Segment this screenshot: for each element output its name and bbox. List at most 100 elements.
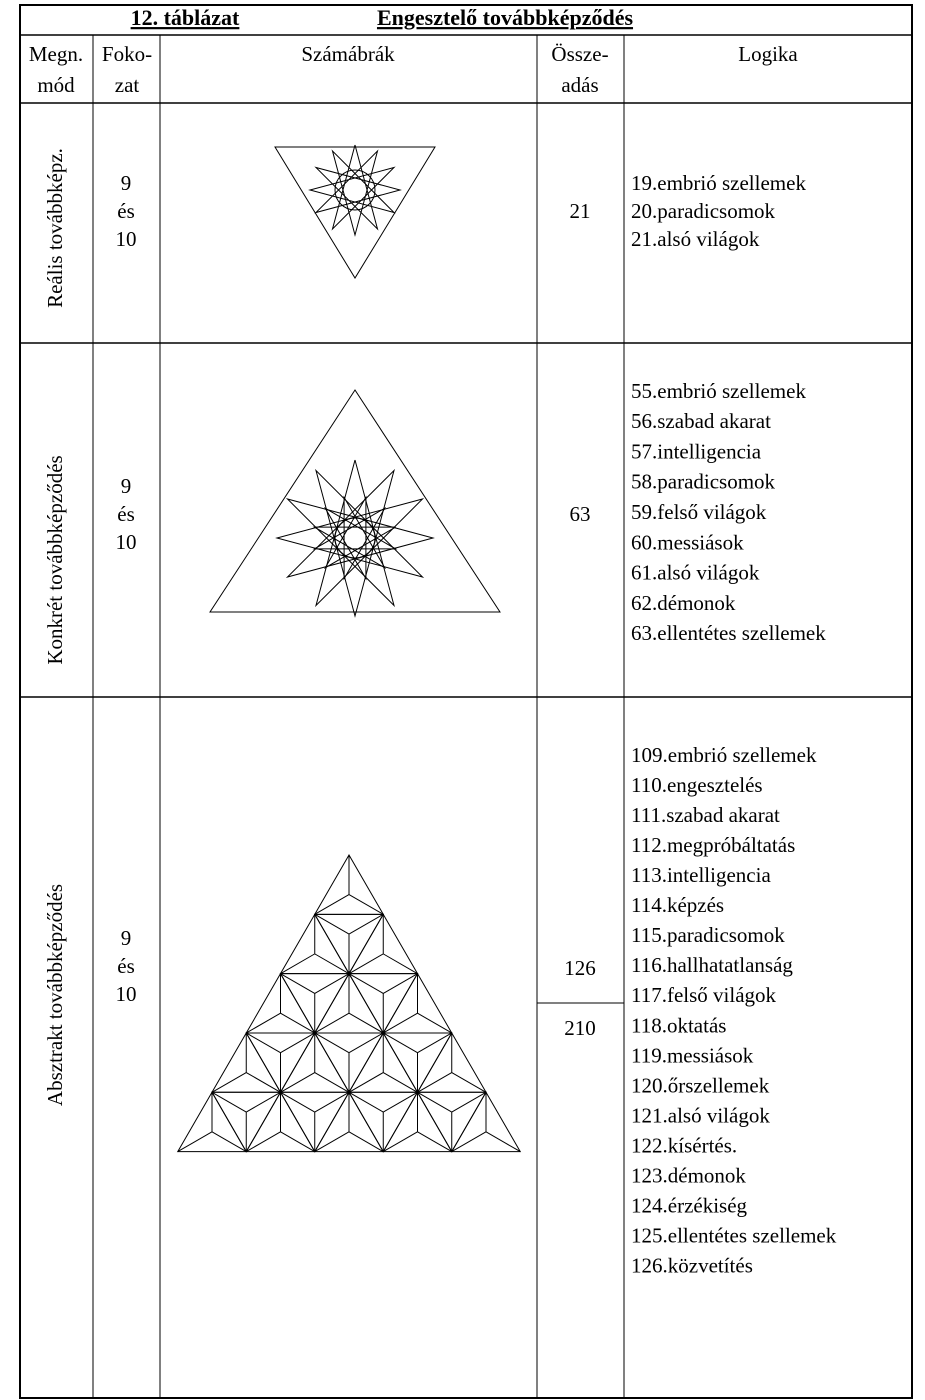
logic-item: 116.hallhatatlanság — [631, 953, 793, 977]
figure-star — [312, 495, 398, 581]
logic-item: 118.oktatás — [631, 1013, 726, 1037]
figure-spoke — [246, 1032, 281, 1054]
logic-item: 117.felső világok — [631, 983, 777, 1007]
figure-spoke — [383, 1032, 418, 1054]
logic-item: 55.embrió szellemek — [631, 379, 806, 403]
figure-star — [308, 144, 402, 237]
logic-item: 63.ellentétes szellemek — [631, 621, 826, 645]
grade: 9 — [121, 171, 132, 195]
logic-item: 123.démonok — [631, 1164, 746, 1188]
table-title: Engesztelő továbbképződés — [377, 5, 634, 30]
logic-item: 62.démonok — [631, 591, 736, 615]
figure-spoke — [314, 953, 350, 975]
logic-item: 109.embrió szellemek — [631, 743, 817, 767]
figure-spoke — [348, 894, 384, 915]
table-border — [19, 4, 913, 1399]
header-cell: Számábrák — [301, 42, 395, 66]
logic-item: 125.ellentétes szellemek — [631, 1224, 837, 1248]
figure-spoke — [245, 1072, 281, 1093]
table-number: 12. táblázat — [131, 5, 240, 30]
figure-spoke — [280, 973, 315, 994]
header-cell: mód — [37, 73, 75, 97]
figure-spoke — [417, 1012, 453, 1034]
figure-circle — [334, 169, 376, 211]
logic-item: 114.képzés — [631, 893, 724, 917]
grade: 9 — [121, 926, 132, 950]
figure-spoke — [417, 1091, 452, 1113]
figure-spoke — [246, 1091, 281, 1113]
figure-spoke — [348, 1131, 384, 1153]
logic-item: 111.szabad akarat — [631, 803, 780, 827]
figure-spoke — [348, 1012, 384, 1034]
logic-item: 121.alsó világok — [631, 1103, 770, 1127]
logic-item: 110.engesztelés — [631, 773, 763, 797]
figure-spoke — [348, 953, 384, 975]
figure-spoke — [348, 1072, 384, 1093]
figure-spoke — [314, 894, 350, 915]
figure-spoke — [382, 1072, 418, 1093]
figure-spoke — [417, 1032, 452, 1054]
figure-spoke — [451, 1131, 487, 1153]
grade: és — [117, 199, 135, 223]
figure-spoke — [383, 973, 418, 994]
figure-spoke — [246, 1131, 281, 1153]
figure-triangle — [274, 146, 436, 279]
figure-star — [275, 459, 435, 618]
header-cell: Foko- — [102, 42, 152, 66]
grade: 10 — [116, 227, 137, 251]
logic-item: 119.messiások — [631, 1043, 754, 1067]
figure-spoke — [280, 1131, 315, 1153]
figure-spoke — [280, 1012, 316, 1034]
logic-item: 61.alsó világok — [631, 561, 760, 585]
figure-spoke — [177, 1131, 213, 1153]
header-cell: Megn. — [29, 42, 83, 66]
figure-spoke — [280, 953, 316, 975]
sum: 63 — [570, 502, 591, 526]
figure-spoke — [280, 1072, 316, 1093]
figure-spoke — [211, 1131, 247, 1153]
figure-triangle — [209, 389, 501, 613]
logic-item: 59.felső világok — [631, 500, 767, 524]
figure-spoke — [280, 1032, 315, 1054]
figure-spoke — [280, 1091, 315, 1113]
logic-item: 60.messiások — [631, 530, 744, 554]
figure-spoke — [348, 913, 384, 935]
logic-item: 115.paradicsomok — [631, 923, 785, 947]
header-cell: Logika — [738, 42, 798, 66]
logic-item: 56.szabad akarat — [631, 409, 771, 433]
figure-spoke — [314, 913, 350, 935]
grade: 10 — [116, 982, 137, 1006]
method: Konkrét továbbképződés — [43, 455, 67, 664]
header-cell: Össze- — [551, 42, 608, 66]
figure-spoke — [382, 1012, 418, 1034]
sum: 21 — [570, 199, 591, 223]
logic-item: 57.intelligencia — [631, 439, 762, 463]
figure-spoke — [382, 953, 418, 975]
header-cell: zat — [115, 73, 140, 97]
logic-item: 112.megpróbáltatás — [631, 833, 795, 857]
figure-spoke — [348, 1032, 384, 1054]
grade: és — [117, 954, 135, 978]
logic-item: 21.alsó világok — [631, 227, 760, 251]
figure-spoke — [245, 1012, 281, 1034]
logic-item: 122.kísértés. — [631, 1133, 737, 1157]
figure-spoke — [314, 1032, 350, 1054]
logic-item: 124.érzékiség — [631, 1194, 748, 1218]
logic-item: 20.paradicsomok — [631, 199, 776, 223]
figure-spoke — [314, 973, 350, 994]
figure-spoke — [314, 1012, 350, 1034]
sum: 210 — [564, 1016, 596, 1040]
figure-spoke — [451, 1091, 487, 1113]
figure-spoke — [314, 1091, 350, 1113]
logic-item: 58.paradicsomok — [631, 470, 776, 494]
logic-item: 113.intelligencia — [631, 863, 771, 887]
figure-spoke — [314, 1131, 350, 1153]
figure-spoke — [348, 973, 384, 994]
figure-cell — [450, 1091, 522, 1153]
figure-spoke — [211, 1091, 247, 1113]
figure-spoke — [383, 1091, 418, 1113]
figure-spoke — [211, 1072, 247, 1093]
figure-spoke — [314, 1072, 350, 1093]
figure-spoke — [417, 1131, 452, 1153]
